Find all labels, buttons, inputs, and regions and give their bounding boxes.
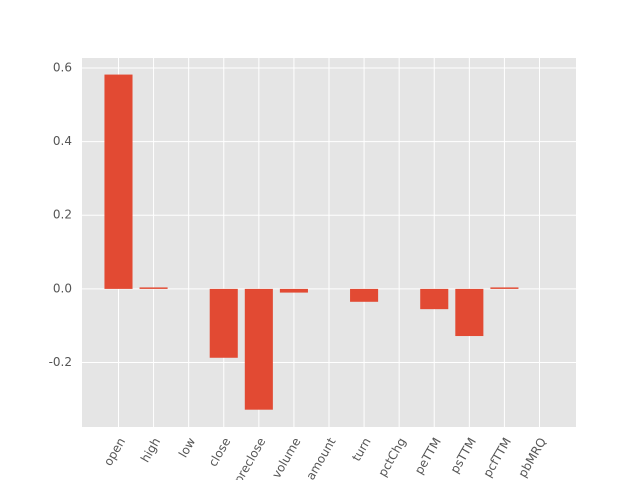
x-tick-label: close bbox=[206, 435, 234, 469]
x-tick-label: psTTM bbox=[448, 435, 479, 475]
bar bbox=[244, 288, 273, 410]
y-tick-label: 0.6 bbox=[53, 60, 72, 74]
y-tick-label: 0.4 bbox=[53, 134, 72, 148]
x-tick-label: pbMRQ bbox=[515, 435, 549, 480]
bar bbox=[490, 287, 519, 289]
y-tick-label: 0.0 bbox=[53, 281, 72, 295]
bar bbox=[139, 287, 168, 289]
x-tick-label: open bbox=[101, 435, 128, 468]
x-tick-label: pcfTTM bbox=[480, 435, 514, 479]
y-tick-label: -0.2 bbox=[49, 355, 72, 369]
x-tick-label: turn bbox=[349, 435, 373, 463]
x-tick-label: volume bbox=[269, 435, 303, 480]
bar bbox=[420, 288, 449, 310]
y-tick-label: 0.2 bbox=[53, 208, 72, 222]
x-tick-label: pctChg bbox=[375, 435, 408, 479]
bar bbox=[279, 288, 308, 293]
bar bbox=[350, 288, 379, 302]
bar bbox=[104, 74, 133, 289]
bar bbox=[209, 288, 238, 358]
x-tick-label: high bbox=[138, 435, 163, 465]
bar bbox=[455, 288, 484, 337]
x-tick-label: peTTM bbox=[412, 435, 444, 476]
x-tick-label: preclose bbox=[231, 435, 268, 480]
x-tick-label: low bbox=[176, 435, 198, 460]
x-tick-label: amount bbox=[303, 435, 338, 480]
